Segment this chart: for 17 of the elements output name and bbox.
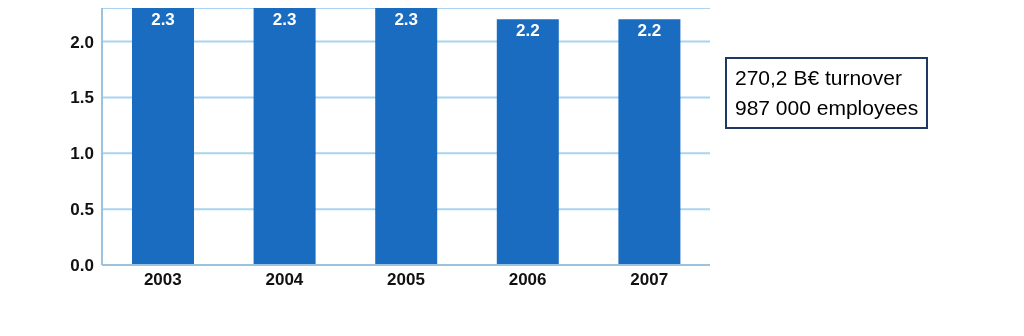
x-tick-label: 2006	[508, 270, 547, 290]
y-tick-label: 2.0	[70, 32, 94, 52]
y-tick-label: 1.5	[70, 88, 94, 108]
data-label: 2.3	[272, 10, 297, 30]
data-label: 2.2	[515, 21, 540, 41]
y-tick-label: 1.0	[70, 144, 94, 164]
x-tick-label: 2005	[387, 270, 425, 290]
x-tick-label: 2003	[143, 270, 182, 290]
x-tick-label: 2004	[265, 270, 304, 290]
x-tick-label: 2007	[630, 270, 669, 290]
data-label: 2.2	[637, 21, 662, 41]
text: 270,2 B€ turnover	[735, 65, 903, 91]
y-tick-label: 0.0	[70, 256, 94, 276]
y-tick-label: 0.5	[70, 200, 94, 220]
data-label: 2.3	[151, 10, 175, 30]
data-label: 2.3	[394, 10, 419, 30]
text: 987 000 employees	[735, 95, 919, 121]
